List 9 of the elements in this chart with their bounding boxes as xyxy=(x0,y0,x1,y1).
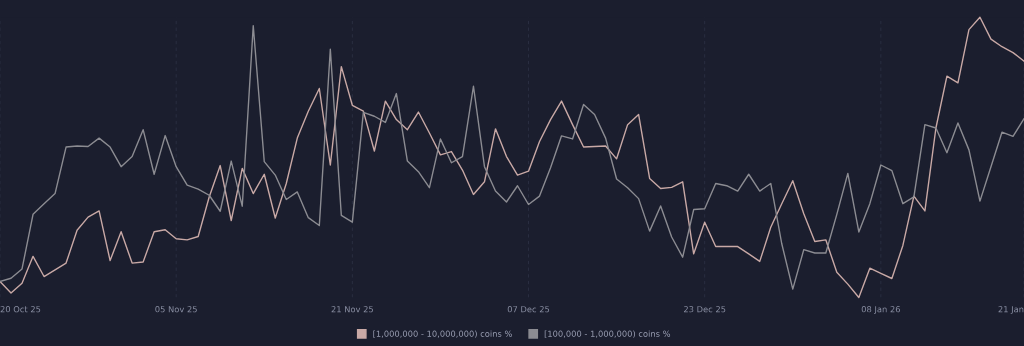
x-tick-label: 07 Dec 25 xyxy=(507,306,550,313)
x-tick-label: 23 Dec 25 xyxy=(683,306,726,313)
x-tick-label: 05 Nov 25 xyxy=(155,306,197,313)
legend-label: [1,000,000 - 10,000,000) coins % xyxy=(373,330,512,338)
x-tick-label: 21 Nov 25 xyxy=(331,306,373,313)
x-tick-label: 20 Oct 25 xyxy=(0,306,41,313)
x-tick-label: 08 Jan 26 xyxy=(861,306,901,314)
legend-label: [100,000 - 1,000,000) coins % xyxy=(544,330,671,338)
x-tick-label: 21 Jan xyxy=(998,306,1024,314)
